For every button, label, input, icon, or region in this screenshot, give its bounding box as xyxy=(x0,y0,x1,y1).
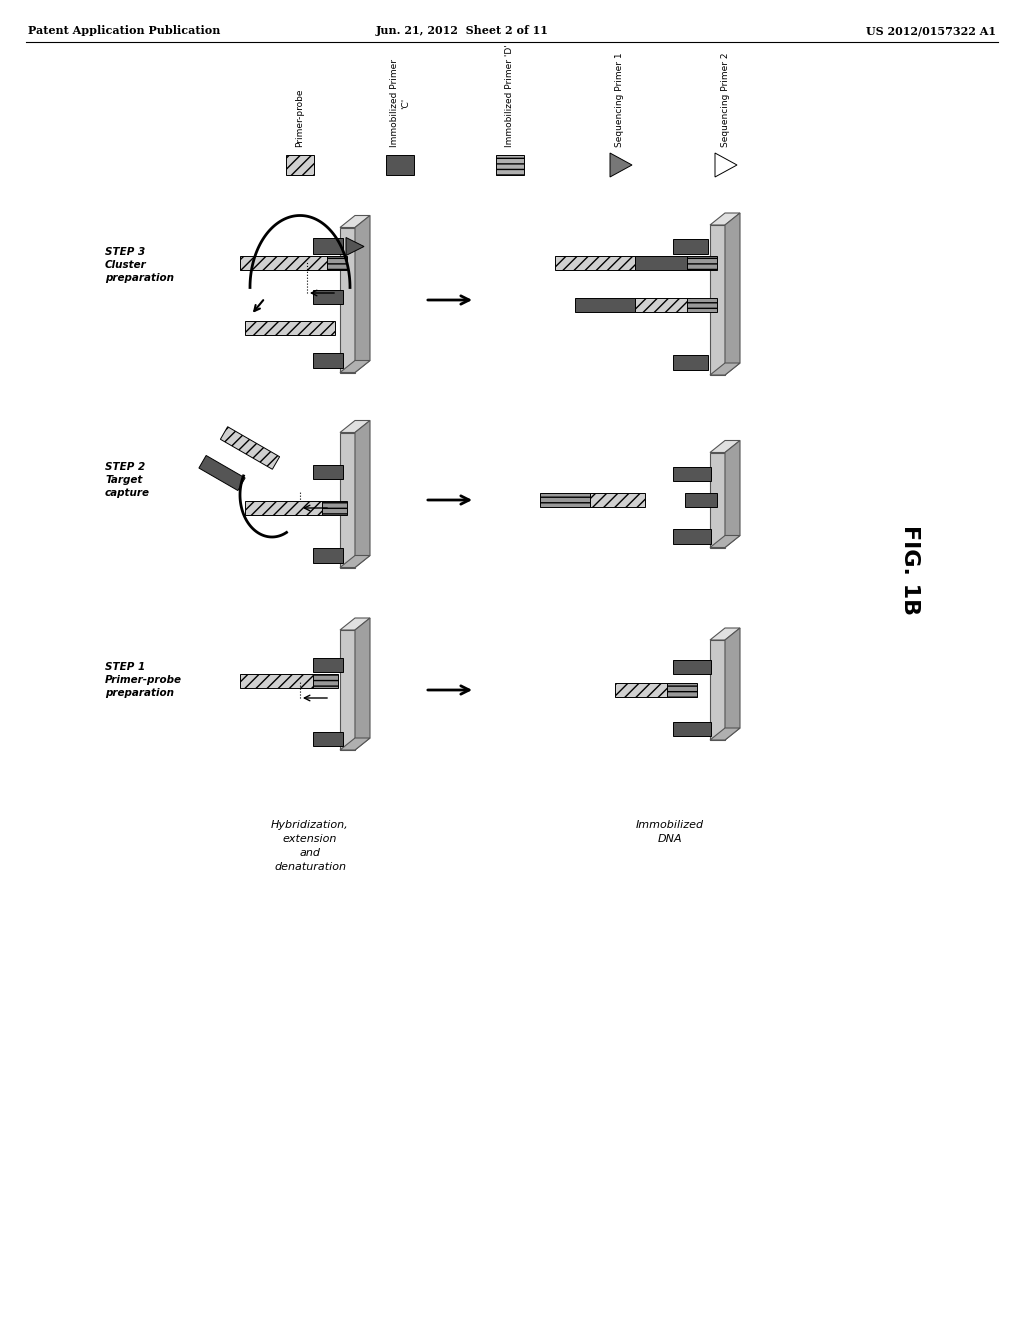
Polygon shape xyxy=(710,363,740,375)
Polygon shape xyxy=(340,630,355,750)
Polygon shape xyxy=(355,215,370,372)
Bar xyxy=(313,657,343,672)
Text: STEP 3
Cluster
preparation: STEP 3 Cluster preparation xyxy=(105,247,174,284)
Polygon shape xyxy=(725,628,740,741)
Bar xyxy=(313,673,338,688)
Text: Jun. 21, 2012  Sheet 2 of 11: Jun. 21, 2012 Sheet 2 of 11 xyxy=(376,25,549,36)
Polygon shape xyxy=(715,153,737,177)
Text: Immobilized Primer
'C': Immobilized Primer 'C' xyxy=(390,59,410,147)
Bar xyxy=(313,289,343,304)
Polygon shape xyxy=(340,215,370,227)
Bar xyxy=(245,500,325,515)
Bar xyxy=(673,722,711,737)
Text: Immobilized
DNA: Immobilized DNA xyxy=(636,820,705,843)
Bar xyxy=(313,548,343,562)
Polygon shape xyxy=(710,729,740,741)
Text: Sequencing Primer 2: Sequencing Primer 2 xyxy=(721,53,729,147)
Bar xyxy=(386,154,414,176)
Bar xyxy=(313,465,343,479)
FancyBboxPatch shape xyxy=(199,455,245,491)
Text: Sequencing Primer 1: Sequencing Primer 1 xyxy=(615,53,625,147)
Bar xyxy=(313,238,343,253)
Bar xyxy=(673,660,711,675)
Bar xyxy=(673,466,711,480)
Bar xyxy=(322,500,347,515)
Polygon shape xyxy=(710,453,725,548)
Bar xyxy=(245,321,335,335)
Text: STEP 2
Target
capture: STEP 2 Target capture xyxy=(105,462,150,498)
Text: Primer-probe: Primer-probe xyxy=(296,88,304,147)
Polygon shape xyxy=(610,153,632,177)
Bar xyxy=(635,256,690,271)
Polygon shape xyxy=(340,360,370,372)
Polygon shape xyxy=(340,421,370,433)
Polygon shape xyxy=(710,640,725,741)
Polygon shape xyxy=(710,213,740,224)
Polygon shape xyxy=(725,213,740,375)
Polygon shape xyxy=(340,227,355,372)
Polygon shape xyxy=(710,224,725,375)
Polygon shape xyxy=(346,238,364,256)
Polygon shape xyxy=(340,618,370,630)
Bar xyxy=(685,492,717,507)
FancyBboxPatch shape xyxy=(220,426,280,470)
Bar xyxy=(313,352,343,367)
Bar xyxy=(687,297,717,312)
Bar xyxy=(496,154,524,176)
Polygon shape xyxy=(725,441,740,548)
Bar xyxy=(313,731,343,746)
Text: US 2012/0157322 A1: US 2012/0157322 A1 xyxy=(866,25,996,36)
Polygon shape xyxy=(710,628,740,640)
Bar xyxy=(615,682,670,697)
Text: STEP 1
Primer-probe
preparation: STEP 1 Primer-probe preparation xyxy=(105,661,182,698)
Bar xyxy=(240,256,330,271)
Bar xyxy=(673,529,711,544)
Polygon shape xyxy=(355,618,370,750)
Bar xyxy=(687,256,717,271)
Polygon shape xyxy=(710,441,740,453)
Text: Immobilized Primer 'D': Immobilized Primer 'D' xyxy=(506,45,514,147)
Bar xyxy=(240,673,315,688)
Bar xyxy=(667,682,697,697)
Polygon shape xyxy=(340,433,355,568)
Bar xyxy=(590,492,645,507)
Bar xyxy=(540,492,590,507)
Polygon shape xyxy=(340,556,370,568)
Text: Hybridization,
extension
and
denaturation: Hybridization, extension and denaturatio… xyxy=(271,820,349,873)
Text: FIG. 1B: FIG. 1B xyxy=(900,525,920,615)
Polygon shape xyxy=(355,421,370,568)
Text: Patent Application Publication: Patent Application Publication xyxy=(28,25,220,36)
Polygon shape xyxy=(340,738,370,750)
Bar xyxy=(673,239,708,253)
Bar xyxy=(575,297,640,312)
Bar xyxy=(555,256,635,271)
Bar xyxy=(327,256,347,271)
Bar xyxy=(286,154,314,176)
Bar xyxy=(635,297,690,312)
Polygon shape xyxy=(710,536,740,548)
Bar xyxy=(673,355,708,370)
